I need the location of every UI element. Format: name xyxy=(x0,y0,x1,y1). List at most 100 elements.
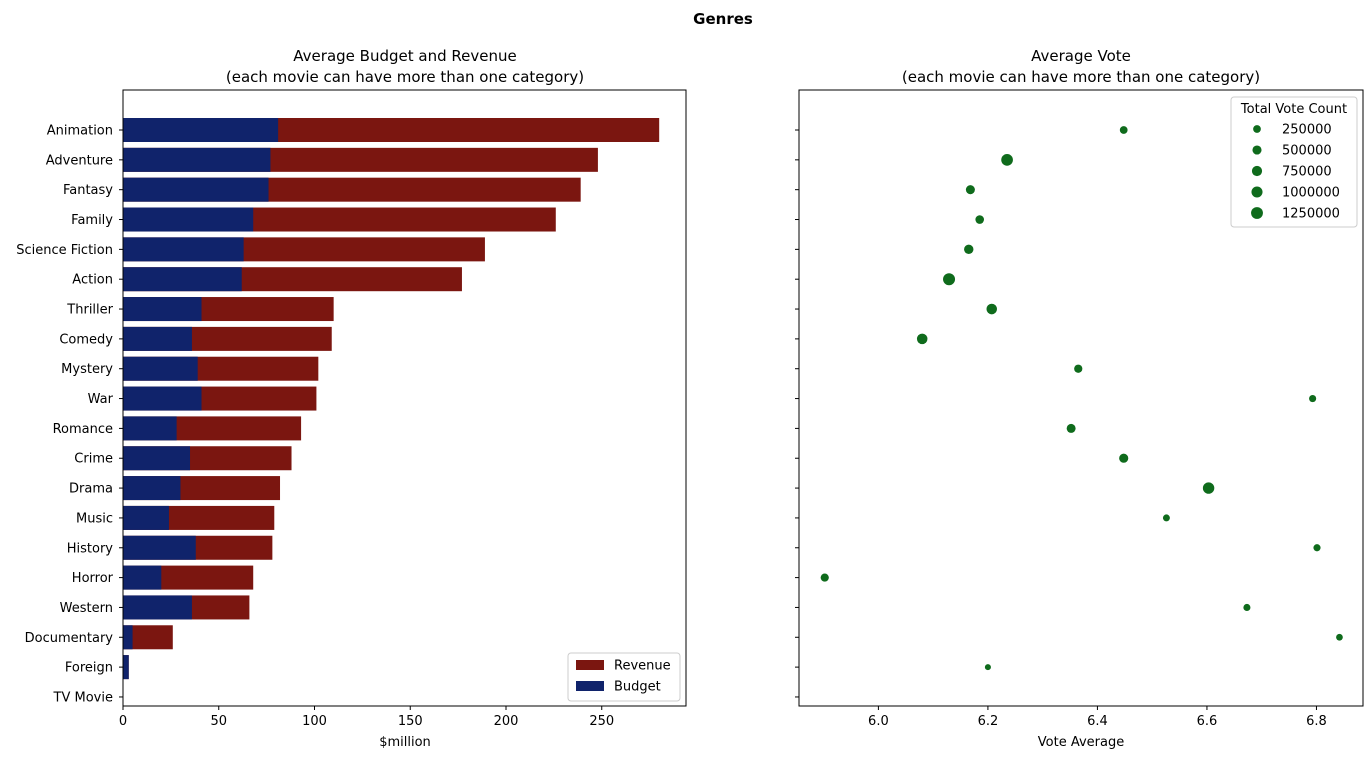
vote-point-mystery xyxy=(1074,364,1083,373)
budget-revenue-title-line-2: (each movie can have more than one categ… xyxy=(226,68,584,86)
vote-points xyxy=(820,126,1343,671)
bar-budget-action xyxy=(123,267,242,292)
ytick-label-fantasy: Fantasy xyxy=(63,183,113,198)
bar-budget-family xyxy=(123,207,254,232)
ytick-label-comedy: Comedy xyxy=(59,332,113,347)
vote-xtick-label-6-2: 6.2 xyxy=(978,714,999,729)
vote-average-title-line-2: (each movie can have more than one categ… xyxy=(902,68,1260,86)
bar-budget-war xyxy=(123,386,202,411)
vote-point-war xyxy=(1309,394,1317,403)
figure-suptitle: Genres xyxy=(693,10,753,28)
ytick-label-tv-movie: TV Movie xyxy=(53,690,113,705)
vote-axis-ticks: 6.0 6.2 6.4 6.6 6.8 xyxy=(868,706,1327,729)
ytick-label-documentary: Documentary xyxy=(25,631,114,646)
vote-legend-label-500000: 500000 xyxy=(1282,144,1332,159)
vote-legend-marker-1000000 xyxy=(1251,186,1263,198)
vote-legend-label-250000: 250000 xyxy=(1282,123,1332,138)
ytick-label-war: War xyxy=(88,392,114,407)
legend-swatch-budget xyxy=(576,681,604,691)
vote-point-crime xyxy=(1119,453,1129,463)
vote-point-thriller xyxy=(986,303,998,315)
xtick-label-200: 200 xyxy=(494,714,519,729)
vote-point-documentary xyxy=(1336,633,1343,641)
vote-point-foreign xyxy=(984,664,991,671)
ytick-label-crime: Crime xyxy=(74,452,113,467)
bar-budget-crime xyxy=(123,446,191,471)
ytick-label-thriller: Thriller xyxy=(66,303,113,318)
vote-point-animation xyxy=(1119,126,1128,134)
vote-point-romance xyxy=(1066,423,1076,433)
bar-budget-romance xyxy=(123,416,177,441)
vote-point-science-fiction xyxy=(964,244,974,255)
vote-xtick-label-6-8: 6.8 xyxy=(1306,714,1327,729)
vote-point-family xyxy=(975,215,985,224)
budget-revenue-legend: Revenue Budget xyxy=(567,652,681,702)
bar-budget-fantasy xyxy=(123,177,269,202)
vote-average-title-line-1: Average Vote xyxy=(1031,47,1131,65)
bar-budget-horror xyxy=(123,565,162,590)
vote-average-xlabel: Vote Average xyxy=(1038,735,1124,750)
vote-point-adventure xyxy=(1001,153,1013,166)
budget-revenue-bars xyxy=(123,118,660,680)
xtick-label-50: 50 xyxy=(210,714,227,729)
vote-point-horror xyxy=(820,573,829,582)
vote-point-history xyxy=(1313,544,1321,552)
xtick-label-100: 100 xyxy=(302,714,327,729)
bar-budget-animation xyxy=(123,118,279,142)
vote-legend-title: Total Vote Count xyxy=(1240,102,1347,117)
legend-label-budget: Budget xyxy=(614,680,661,695)
xtick-label-250: 250 xyxy=(589,714,614,729)
million-axis-ticks: 0 50 100 150 200 250 xyxy=(119,706,614,729)
vote-xtick-label-6-0: 6.0 xyxy=(868,714,889,729)
bar-budget-comedy xyxy=(123,326,192,351)
ytick-label-action: Action xyxy=(72,273,113,288)
ytick-label-music: Music xyxy=(76,511,113,526)
legend-label-revenue: Revenue xyxy=(614,659,671,674)
legend-swatch-revenue xyxy=(576,660,604,670)
ytick-label-romance: Romance xyxy=(53,422,113,437)
bar-budget-science-fiction xyxy=(123,237,244,262)
vote-point-western xyxy=(1243,603,1251,611)
bar-budget-history xyxy=(123,535,196,560)
vote-legend-label-1000000: 1000000 xyxy=(1282,186,1340,201)
vote-average-panel: Average Vote (each movie can have more t… xyxy=(795,47,1364,750)
bar-budget-music xyxy=(123,505,169,530)
vote-point-fantasy xyxy=(965,185,975,195)
vote-legend-label-1250000: 1250000 xyxy=(1282,207,1340,222)
vote-xtick-label-6-6: 6.6 xyxy=(1197,714,1218,729)
vote-legend-marker-1250000 xyxy=(1251,207,1263,219)
vote-genre-ticks xyxy=(795,129,799,698)
ytick-label-horror: Horror xyxy=(72,571,114,586)
xtick-label-150: 150 xyxy=(398,714,423,729)
ytick-label-family: Family xyxy=(71,213,113,228)
vote-legend-marker-500000 xyxy=(1252,145,1262,155)
ytick-label-animation: Animation xyxy=(47,124,113,139)
vote-point-comedy xyxy=(916,333,928,345)
vote-point-drama xyxy=(1202,482,1215,494)
bar-budget-western xyxy=(123,595,192,620)
budget-revenue-title-line-1: Average Budget and Revenue xyxy=(293,47,516,65)
bar-budget-documentary xyxy=(123,625,133,650)
bar-budget-foreign xyxy=(123,655,129,680)
vote-average-plot-frame xyxy=(798,89,1364,707)
vote-legend-label-750000: 750000 xyxy=(1282,165,1332,180)
xtick-label-0: 0 xyxy=(119,714,127,729)
bar-budget-mystery xyxy=(123,356,198,381)
ytick-label-adventure: Adventure xyxy=(46,153,113,168)
vote-point-action xyxy=(943,273,956,286)
vote-xtick-label-6-4: 6.4 xyxy=(1087,714,1108,729)
budget-revenue-panel: Average Budget and Revenue (each movie c… xyxy=(16,47,687,750)
vote-legend-marker-250000 xyxy=(1253,125,1261,133)
budget-revenue-plot-frame xyxy=(122,89,687,707)
ytick-label-drama: Drama xyxy=(69,482,113,497)
ytick-label-science-fiction: Science Fiction xyxy=(16,243,113,258)
bar-budget-thriller xyxy=(123,297,202,322)
budget-revenue-xlabel: $million xyxy=(379,735,431,750)
genre-axis-ticks: Animation Adventure Fantasy Family Science F… xyxy=(16,124,123,705)
vote-legend-frame xyxy=(1230,96,1358,228)
vote-count-legend: Total Vote Count 250000 500000 750000 100000… xyxy=(1230,96,1358,228)
ytick-label-mystery: Mystery xyxy=(61,362,113,377)
vote-legend-marker-750000 xyxy=(1251,165,1263,177)
ytick-label-western: Western xyxy=(60,601,113,616)
